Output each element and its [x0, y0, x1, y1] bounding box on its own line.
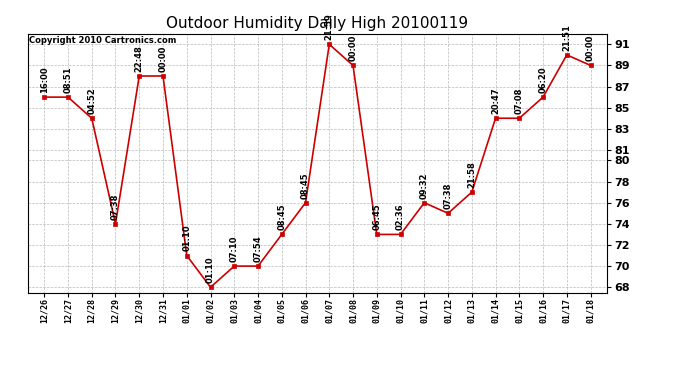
Text: 09:32: 09:32 [420, 172, 428, 199]
Text: 01:10: 01:10 [206, 256, 215, 283]
Text: 08:45: 08:45 [301, 172, 310, 199]
Text: 07:38: 07:38 [111, 193, 120, 220]
Text: Copyright 2010 Cartronics.com: Copyright 2010 Cartronics.com [29, 36, 176, 45]
Text: 04:52: 04:52 [87, 87, 96, 114]
Title: Outdoor Humidity Daily High 20100119: Outdoor Humidity Daily High 20100119 [166, 16, 469, 31]
Text: 01:10: 01:10 [182, 225, 191, 251]
Text: 06:20: 06:20 [539, 66, 548, 93]
Text: 00:00: 00:00 [159, 45, 168, 72]
Text: 21:51: 21:51 [562, 24, 571, 51]
Text: 07:38: 07:38 [444, 183, 453, 209]
Text: 02:36: 02:36 [396, 204, 405, 230]
Text: 00:00: 00:00 [586, 35, 595, 61]
Text: 07:08: 07:08 [515, 88, 524, 114]
Text: 21:58: 21:58 [467, 161, 476, 188]
Text: 07:54: 07:54 [253, 235, 262, 262]
Text: 06:45: 06:45 [373, 204, 382, 230]
Text: 20:47: 20:47 [491, 87, 500, 114]
Text: 08:45: 08:45 [277, 204, 286, 230]
Text: 08:51: 08:51 [63, 66, 72, 93]
Text: 07:10: 07:10 [230, 236, 239, 262]
Text: 00:00: 00:00 [348, 35, 357, 61]
Text: 16:00: 16:00 [40, 66, 49, 93]
Text: 22:48: 22:48 [135, 45, 144, 72]
Text: 21:59: 21:59 [325, 13, 334, 40]
